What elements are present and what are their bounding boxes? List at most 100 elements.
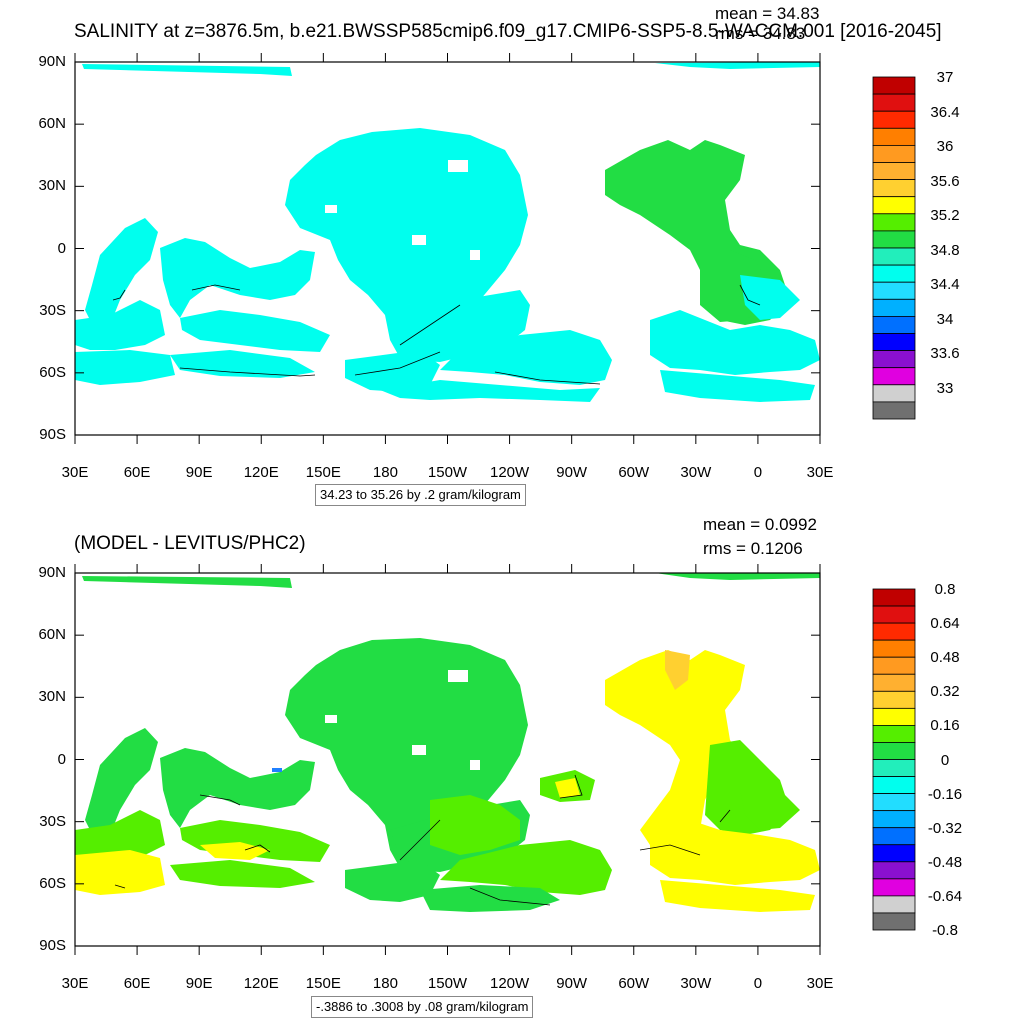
colorbar-label: 0.8 xyxy=(934,581,956,598)
colorbar-segment xyxy=(872,673,916,692)
colorbar-segment xyxy=(872,367,916,386)
panel2-lon-label: 90E xyxy=(185,975,213,992)
panel2-ocean-fields xyxy=(75,573,820,912)
colorbar-label: 0.64 xyxy=(930,615,960,633)
colorbar-segment xyxy=(872,350,916,369)
colorbar-segment xyxy=(872,690,916,709)
panel2-colorbar xyxy=(872,588,916,931)
colorbar-segment xyxy=(872,93,916,112)
colorbar-segment xyxy=(872,76,916,95)
panel2-lat-label: 60N xyxy=(38,626,66,644)
colorbar-label: 34.8 xyxy=(930,241,960,259)
colorbar-label: 37 xyxy=(936,69,954,86)
panel2-ticks xyxy=(74,564,821,955)
panel1-title: SALINITY at z=3876.5m, b.e21.BWSSP585cmi… xyxy=(74,21,942,42)
panel1-contours xyxy=(112,284,761,385)
panel2-lon-label: 30E xyxy=(61,975,89,992)
colorbar-label: 0.16 xyxy=(930,717,960,735)
colorbar-label: -0.48 xyxy=(927,853,963,871)
colorbar-label: 34.4 xyxy=(930,276,960,293)
colorbar-segment xyxy=(872,384,916,403)
panel1-colorbar xyxy=(872,76,916,420)
colorbar-segment xyxy=(872,144,916,163)
colorbar-label: 33 xyxy=(936,379,954,397)
colorbar-segment xyxy=(872,861,916,880)
colorbar-segment xyxy=(872,213,916,232)
panel2-lon-label: 150E xyxy=(305,975,341,992)
panel2-lon-label: 150W xyxy=(427,975,468,992)
panel2-lat-label: 90N xyxy=(38,564,66,581)
panel1-lat-label: 60N xyxy=(38,115,66,133)
colorbar-segment xyxy=(872,827,916,846)
panel2-contour-info: -.3886 to .3008 by .08 gram/kilogram xyxy=(311,996,534,1018)
colorbar-label: 0.48 xyxy=(930,649,960,667)
panel2-lon-label: 30E xyxy=(806,975,834,992)
panel2-lat-label: 30N xyxy=(38,688,66,706)
colorbar-label: -0.16 xyxy=(927,785,963,803)
panel1-lon-label: 30W xyxy=(680,464,712,481)
panel2-lon-label: 60E xyxy=(123,975,151,992)
panel1-lon-label: 180 xyxy=(372,464,398,481)
panel1-lat-label: 90S xyxy=(39,426,66,443)
panel2-map xyxy=(74,564,821,955)
colorbar-segment xyxy=(872,878,916,897)
colorbar-label: 33.6 xyxy=(930,345,960,362)
panel2-lon-label: 0 xyxy=(753,975,763,992)
colorbar-segment xyxy=(872,759,916,777)
panel2-mean: mean = 0.0992 xyxy=(703,515,817,534)
panel2-lon-label: 30W xyxy=(680,975,712,992)
panel1-lat-label: 30N xyxy=(38,177,66,195)
colorbar-segment xyxy=(872,622,916,641)
panel1-lat-label: 90N xyxy=(38,53,66,70)
panel2-lon-label: 120W xyxy=(489,975,530,992)
panel1-mean: mean = 34.83 xyxy=(715,4,820,23)
panel2-lon-label: 120E xyxy=(243,975,279,992)
colorbar-segment xyxy=(872,162,916,181)
panel1-map xyxy=(74,53,821,444)
panel1-lon-label: 120E xyxy=(243,464,279,481)
colorbar-label: -0.32 xyxy=(927,819,963,837)
colorbar-segment xyxy=(872,196,916,215)
colorbar-label: 34 xyxy=(936,310,954,328)
panel1-lat-label: 30S xyxy=(39,301,66,319)
colorbar-label: 36.4 xyxy=(930,103,960,121)
panel1-lat-label: 0 xyxy=(57,239,66,257)
colorbar-segment xyxy=(872,179,916,198)
panel1-lon-label: 60W xyxy=(618,464,650,481)
colorbar-segment xyxy=(872,333,916,352)
panel2-lat-label: 0 xyxy=(57,750,66,768)
colorbar-label: 35.6 xyxy=(930,172,960,190)
colorbar-segment xyxy=(872,110,916,129)
panel1-lon-label: 150W xyxy=(427,464,468,481)
colorbar-segment xyxy=(872,127,916,146)
colorbar-segment xyxy=(872,844,916,863)
panel2-lon-label: 90W xyxy=(556,975,588,992)
colorbar-segment xyxy=(872,639,916,658)
colorbar-segment xyxy=(872,315,916,334)
panel2-title: (MODEL - LEVITUS/PHC2) xyxy=(74,533,306,554)
panel1-lon-label: 150E xyxy=(305,464,341,481)
panel1-lon-label: 90W xyxy=(556,464,588,481)
panel1-lon-label: 60E xyxy=(123,464,151,481)
colorbar-segment xyxy=(872,588,916,607)
colorbar-label: 0.32 xyxy=(930,683,960,701)
colorbar-segment xyxy=(872,401,916,420)
colorbar-label: 0 xyxy=(940,751,950,769)
panel2-lat-label: 30S xyxy=(39,812,66,830)
colorbar-segment xyxy=(872,742,916,760)
colorbar-segment xyxy=(872,707,916,726)
panel1-rms: rms = 34.83 xyxy=(715,24,806,43)
panel1-lon-label: 30E xyxy=(806,464,834,481)
colorbar-label: 35.2 xyxy=(930,207,960,224)
panel2-lat-label: 60S xyxy=(39,874,66,892)
colorbar-segment xyxy=(872,725,916,743)
panel2-rms: rms = 0.1206 xyxy=(703,539,803,558)
colorbar-label: -0.8 xyxy=(932,922,958,939)
colorbar-segment xyxy=(872,810,916,829)
colorbar-segment xyxy=(872,281,916,300)
colorbar-segment xyxy=(872,605,916,624)
panel1-ticks xyxy=(74,53,821,444)
colorbar-segment xyxy=(872,247,916,266)
colorbar-segment xyxy=(872,298,916,317)
